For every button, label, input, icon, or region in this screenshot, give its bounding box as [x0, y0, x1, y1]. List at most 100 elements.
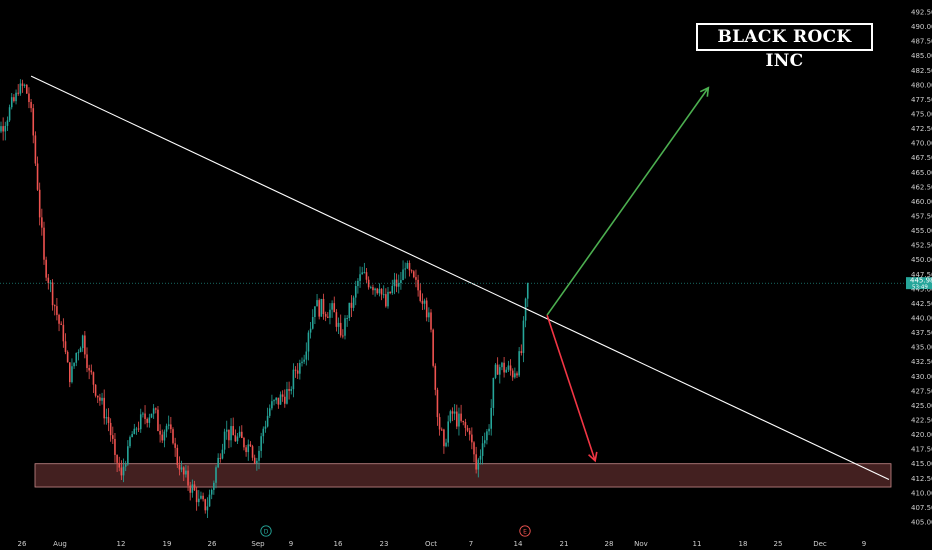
- y-tick-label: 452.50: [911, 242, 932, 250]
- candle-body: [423, 300, 426, 304]
- event-marker-E[interactable]: [519, 525, 531, 537]
- candle-body: [286, 389, 288, 404]
- candle-body: [206, 506, 209, 511]
- time-axis[interactable]: 26 Aug 12 19 26 Sep 9 16 23 Oct 7 14 21 28 Nov 11 18 25 De…: [18, 540, 867, 548]
- candle-body: [116, 454, 118, 463]
- candle-body: [79, 348, 82, 353]
- candle-body: [180, 467, 183, 470]
- candle-body: [215, 467, 217, 483]
- candle-body: [434, 365, 437, 390]
- candle-body: [277, 397, 280, 405]
- candle-body: [251, 446, 254, 458]
- candle-body: [361, 272, 363, 275]
- candle-body: [273, 400, 275, 402]
- candle-body: [524, 298, 527, 321]
- arrow-up-line[interactable]: [546, 87, 710, 316]
- candle-body: [161, 434, 164, 441]
- y-tick-label: 417.50: [911, 446, 932, 454]
- candle-body: [342, 335, 344, 337]
- candle-body: [410, 270, 413, 272]
- candle-body: [135, 428, 138, 430]
- candle-body: [494, 364, 497, 378]
- candle-body: [344, 318, 346, 336]
- y-tick-label: 440.00: [911, 315, 932, 323]
- y-tick-label: 415.00: [911, 460, 932, 468]
- y-tick-label: 477.50: [911, 96, 932, 104]
- price-axis[interactable]: 405.00 407.50 410.00 412.50 415.00 417.50 420.…: [906, 9, 932, 527]
- candle-body: [195, 490, 198, 503]
- candle-body: [198, 498, 200, 503]
- candle-body: [144, 413, 146, 419]
- projection-arrows[interactable]: [546, 86, 710, 463]
- candle-body: [236, 436, 239, 442]
- arrow-down-line[interactable]: [546, 314, 596, 462]
- event-marker-D[interactable]: [260, 525, 272, 537]
- candle-body: [202, 495, 204, 500]
- candle-body: [292, 369, 295, 390]
- candle-body: [419, 290, 422, 301]
- candle-body: [281, 394, 284, 397]
- candle-body: [88, 367, 90, 371]
- candle-body: [58, 314, 60, 324]
- candle-body: [320, 298, 323, 317]
- candle-body: [258, 450, 260, 461]
- candle-body: [19, 83, 22, 94]
- y-tick-label: 445.00: [911, 285, 932, 293]
- arrow-down-head[interactable]: [588, 451, 598, 463]
- candle-body: [456, 411, 458, 427]
- candle-body: [509, 365, 512, 371]
- trendline[interactable]: [30, 75, 890, 480]
- candle-body: [262, 428, 265, 437]
- candle-body: [157, 409, 159, 431]
- x-tick-label: 26: [18, 540, 27, 548]
- candle-body: [86, 354, 88, 368]
- x-tick-label: 14: [514, 540, 523, 548]
- x-tick-label: Sep: [251, 540, 265, 548]
- candle-body: [21, 83, 24, 86]
- candle-body: [96, 395, 99, 398]
- candle-body: [501, 362, 503, 368]
- candle-body: [43, 227, 45, 260]
- candle-body: [475, 454, 477, 470]
- y-tick-label: 450.00: [911, 256, 932, 264]
- candle-body: [200, 495, 202, 499]
- candle-body: [451, 411, 454, 414]
- candle-body: [492, 377, 495, 408]
- candle-body: [38, 189, 41, 218]
- candle-body: [230, 426, 232, 441]
- candle-body: [94, 384, 97, 396]
- trendline-line[interactable]: [30, 75, 890, 480]
- candle-body: [357, 280, 359, 287]
- candle-body: [131, 434, 133, 438]
- x-tick-label: 9: [289, 540, 293, 548]
- candle-body: [4, 125, 7, 132]
- candle-body: [324, 314, 327, 317]
- y-tick-label: 442.50: [911, 300, 932, 308]
- x-tick-label: 16: [334, 540, 343, 548]
- candle-body: [453, 411, 456, 414]
- candlestick-series: [0, 79, 529, 518]
- y-tick-label: 410.00: [911, 489, 932, 497]
- candle-body: [337, 322, 340, 327]
- candle-body: [28, 93, 30, 103]
- y-tick-label: 460.00: [911, 198, 932, 206]
- current-price-badge[interactable]: [906, 277, 932, 290]
- candle-body: [303, 359, 305, 362]
- candle-body: [522, 320, 525, 353]
- x-tick-label: 19: [163, 540, 172, 548]
- candle-body: [408, 262, 411, 271]
- candle-body: [118, 462, 121, 468]
- y-tick-label: 482.50: [911, 67, 932, 75]
- candle-body: [243, 437, 245, 448]
- y-tick-label: 427.50: [911, 387, 932, 395]
- y-tick-label: 447.50: [911, 271, 932, 279]
- candle-body: [421, 300, 424, 304]
- candle-body: [155, 408, 157, 410]
- candle-body: [204, 499, 207, 511]
- candle-body: [514, 373, 516, 378]
- arrow-up-head[interactable]: [699, 86, 710, 97]
- candle-body: [81, 335, 84, 349]
- y-tick-label: 480.00: [911, 81, 932, 89]
